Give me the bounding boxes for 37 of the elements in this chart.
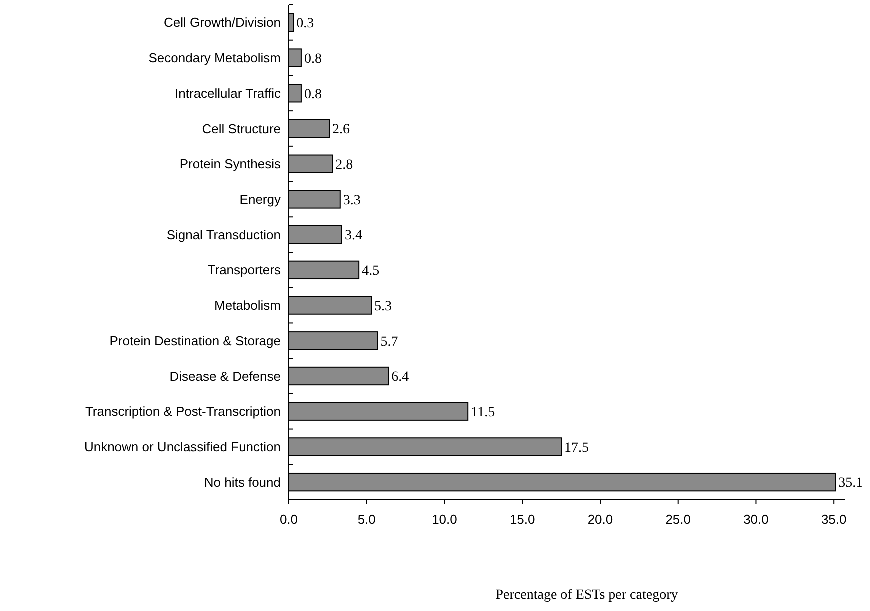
y-tick-label: Signal Transduction [166,227,281,242]
x-tick-label: 10.0 [432,512,458,527]
y-tick-label: Unknown or Unclassified Function [84,440,281,455]
y-tick-label: Intracellular Traffic [175,86,282,101]
y-tick-label: Protein Destination & Storage [110,333,281,348]
data-label: 17.5 [564,440,590,456]
y-tick-label: Cell Growth/Division [164,15,281,30]
data-label: 0.3 [296,16,314,32]
y-tick-label: Cell Structure [202,121,281,136]
data-label: 3.3 [343,193,361,208]
y-tick-label: Energy [240,192,282,208]
x-tick-label: 20.0 [588,512,614,527]
data-label: 5.7 [380,334,398,350]
y-tick-label: Transcription & Post-Transcription [85,404,281,420]
x-axis-title: Percentage of ESTs per category [496,588,678,603]
x-tick-label: 15.0 [510,512,536,527]
x-tick-label: 5.0 [358,512,376,527]
x-tick-label: 25.0 [666,512,692,527]
data-label: 4.5 [362,264,380,280]
y-tick-label: Metabolism [214,298,281,314]
y-tick-label: No hits found [204,474,281,490]
y-tick-label: Disease & Defense [170,368,281,384]
data-label: 35.1 [838,476,864,492]
data-label: 2.8 [336,158,354,174]
data-label: 11.5 [471,406,496,421]
data-label: 2.6 [332,122,350,138]
y-tick-label: Transporters [208,262,282,278]
data-label: 0.8 [304,52,322,67]
data-label: 5.3 [374,299,392,314]
x-tick-label: 0.0 [280,512,298,527]
x-tick-label: 35.0 [821,512,847,527]
data-label: 0.8 [304,87,322,102]
y-tick-label: Secondary Metabolism [148,50,281,66]
y-tick-label: Protein Synthesis [180,156,282,172]
x-tick-label: 30.0 [744,512,769,527]
data-label: 3.4 [344,228,362,244]
data-label: 6.4 [392,370,410,386]
